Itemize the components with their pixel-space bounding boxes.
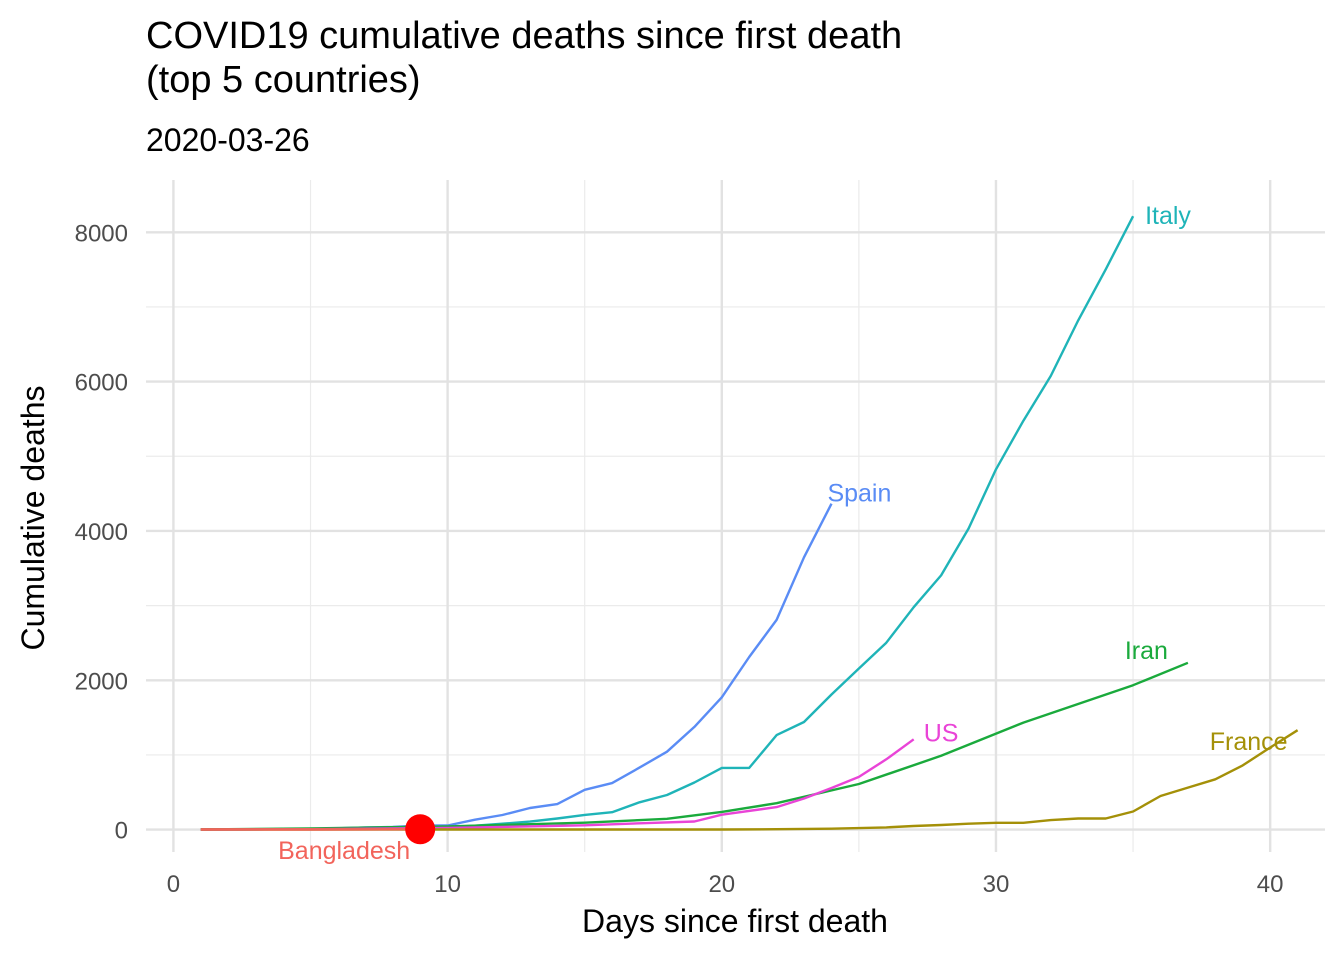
chart-subtitle: 2020-03-26	[146, 122, 310, 158]
x-tick-label: 40	[1257, 871, 1284, 898]
x-tick-label: 10	[434, 871, 461, 898]
series-label-italy: Italy	[1145, 202, 1191, 230]
y-tick-label: 8000	[75, 220, 128, 247]
highlight-point	[405, 814, 436, 845]
x-tick-label: 0	[167, 871, 180, 898]
minor-gridlines	[146, 180, 1325, 852]
series-line-iran	[200, 661, 1189, 831]
series-label-spain: Spain	[827, 480, 891, 508]
series-label-iran: Iran	[1125, 637, 1168, 665]
y-tick-label: 0	[115, 818, 128, 845]
series-line-italy	[200, 215, 1135, 831]
x-tick-label: 30	[983, 871, 1010, 898]
y-axis-label: Cumulative deaths	[15, 385, 51, 650]
x-axis-label: Days since first death	[582, 903, 888, 939]
series-label-france: France	[1210, 728, 1288, 756]
y-tick-label: 2000	[75, 668, 128, 695]
series-line-us	[200, 738, 915, 831]
y-axis-tick-labels: 0 2000 4000 6000 8000	[75, 220, 128, 844]
major-gridlines	[146, 180, 1325, 852]
series-labels: Italy Spain Iran US France Bangladesh	[278, 202, 1287, 865]
y-tick-label: 6000	[75, 370, 128, 397]
series-line-france	[200, 729, 1299, 831]
y-tick-label: 4000	[75, 519, 128, 546]
series-line-spain	[200, 503, 833, 831]
series-label-us: US	[924, 719, 959, 747]
chart-title: COVID19 cumulative deaths since first de…	[146, 15, 903, 101]
series-lines	[200, 215, 1299, 845]
x-axis-tick-labels: 0 10 20 30 40	[167, 871, 1284, 898]
series-label-bangladesh: Bangladesh	[278, 837, 410, 865]
x-tick-label: 20	[708, 871, 735, 898]
